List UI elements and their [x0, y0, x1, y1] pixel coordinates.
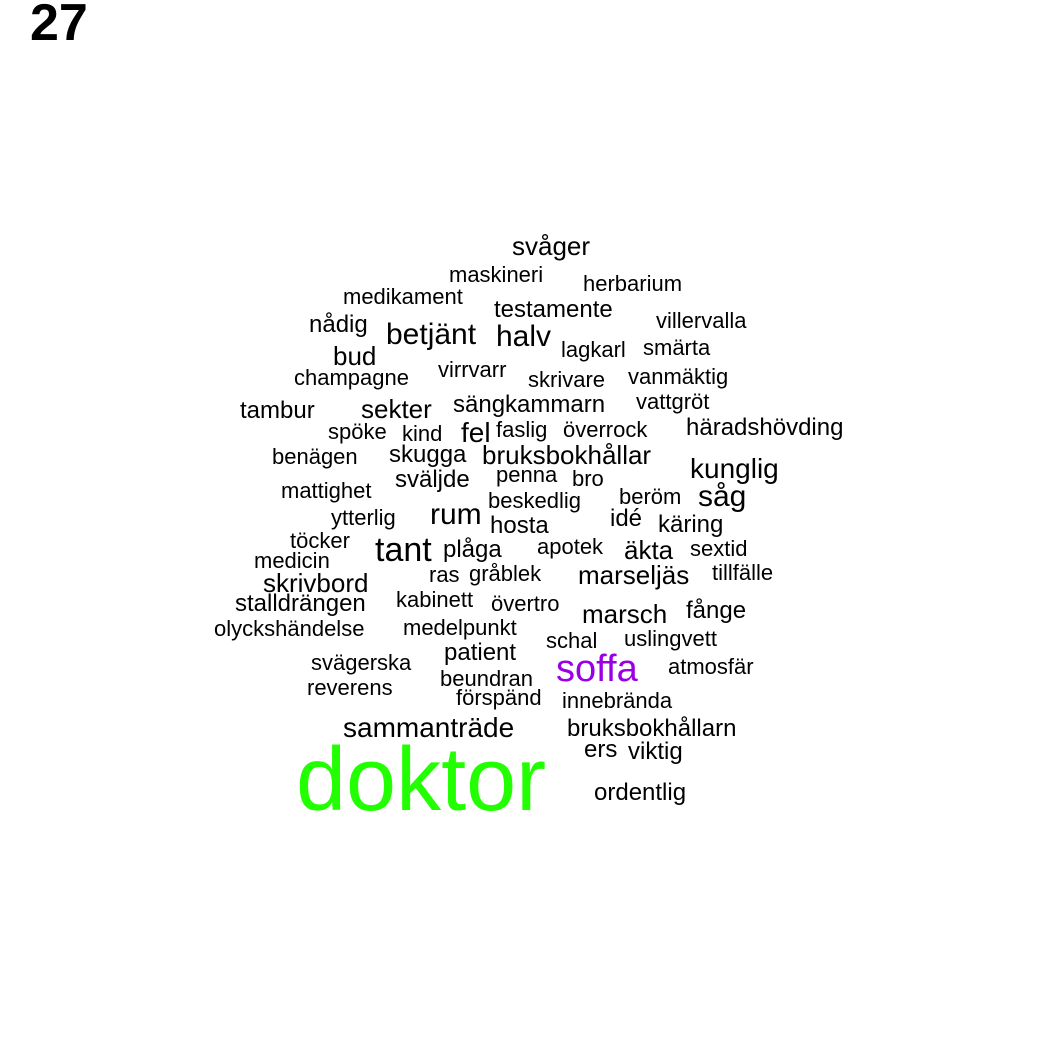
page-number: 27	[30, 0, 88, 52]
cloud-word: faslig	[496, 417, 548, 442]
cloud-word: medicin	[254, 548, 330, 573]
cloud-word: tillfälle	[712, 560, 774, 585]
cloud-word: nådig	[309, 311, 368, 338]
cloud-word: sextid	[690, 536, 748, 561]
cloud-word: olyckshändelse	[214, 616, 365, 641]
cloud-word: idé	[610, 505, 643, 532]
cloud-word: vattgröt	[636, 389, 710, 414]
cloud-word: fel	[461, 417, 491, 448]
cloud-word: soffa	[556, 648, 638, 690]
cloud-word: penna	[496, 462, 558, 487]
cloud-word: gråblek	[469, 561, 542, 586]
cloud-word: hosta	[490, 512, 549, 539]
cloud-word: överrock	[563, 417, 648, 442]
cloud-word: medelpunkt	[403, 615, 517, 640]
cloud-word: spöke	[328, 419, 387, 444]
cloud-word: maskineri	[449, 262, 544, 287]
cloud-word: sängkammarn	[453, 391, 606, 418]
cloud-word: stalldrängen	[235, 590, 366, 617]
cloud-word: lagkarl	[561, 337, 626, 362]
cloud-word: ytterlig	[331, 505, 396, 530]
cloud-word: svägerska	[311, 650, 412, 675]
cloud-word: ras	[429, 562, 460, 587]
cloud-word: schal	[546, 628, 598, 653]
cloud-word: övertro	[491, 591, 560, 616]
cloud-word: beskedlig	[488, 488, 581, 513]
cloud-word: häradshövding	[686, 414, 844, 441]
cloud-word: vanmäktig	[628, 364, 729, 389]
cloud-word: såg	[698, 480, 747, 513]
cloud-word: sekter	[361, 394, 432, 424]
cloud-word: villervalla	[656, 308, 747, 333]
cloud-word: mattighet	[281, 478, 372, 503]
cloud-word: tambur	[240, 397, 315, 424]
cloud-word: skrivare	[528, 367, 606, 392]
cloud-word: bruksbokhållar	[482, 440, 652, 470]
cloud-word: bro	[572, 466, 604, 491]
cloud-word: marseljäs	[578, 560, 690, 590]
cloud-word: fånge	[686, 597, 747, 624]
cloud-word: doktor	[296, 730, 547, 830]
cloud-word: medikament	[343, 284, 463, 309]
cloud-word: viktig	[628, 738, 683, 765]
cloud-word: patient	[444, 639, 517, 666]
cloud-word: rum	[430, 498, 482, 531]
cloud-word: bruksbokhållarn	[567, 715, 737, 742]
cloud-word: töcker	[290, 528, 350, 553]
cloud-word: kunglig	[690, 453, 779, 484]
cloud-word: skrivbord	[263, 568, 369, 598]
cloud-word: betjänt	[386, 318, 477, 351]
cloud-word: beröm	[619, 484, 682, 509]
cloud-word: käring	[658, 511, 724, 538]
cloud-word: herbarium	[583, 271, 683, 296]
cloud-word: atmosfär	[668, 654, 754, 679]
cloud-word: innebrända	[562, 688, 673, 713]
cloud-word: bud	[333, 341, 377, 371]
cloud-word: virrvarr	[438, 357, 507, 382]
cloud-word: benägen	[272, 444, 358, 469]
cloud-word: ordentlig	[594, 779, 687, 806]
cloud-word: marsch	[582, 599, 668, 629]
cloud-word: reverens	[307, 675, 393, 700]
cloud-word: skugga	[389, 441, 467, 468]
cloud-word: beundran	[440, 666, 533, 691]
cloud-word: uslingvett	[624, 626, 717, 651]
cloud-word: sammanträde	[343, 712, 515, 743]
cloud-word: äkta	[624, 535, 674, 565]
cloud-word: svåger	[512, 231, 591, 261]
cloud-word: kind	[402, 421, 443, 446]
cloud-word: ers	[584, 736, 618, 763]
cloud-word: tant	[375, 531, 432, 569]
cloud-word: kabinett	[396, 587, 474, 612]
cloud-word: smärta	[643, 335, 711, 360]
cloud-word: förspänd	[456, 685, 542, 710]
cloud-word: halv	[496, 320, 552, 353]
cloud-word: apotek	[537, 534, 604, 559]
cloud-word: champagne	[294, 365, 409, 390]
cloud-word: plåga	[443, 536, 502, 563]
cloud-word: testamente	[494, 296, 613, 323]
cloud-word: sväljde	[395, 466, 470, 493]
